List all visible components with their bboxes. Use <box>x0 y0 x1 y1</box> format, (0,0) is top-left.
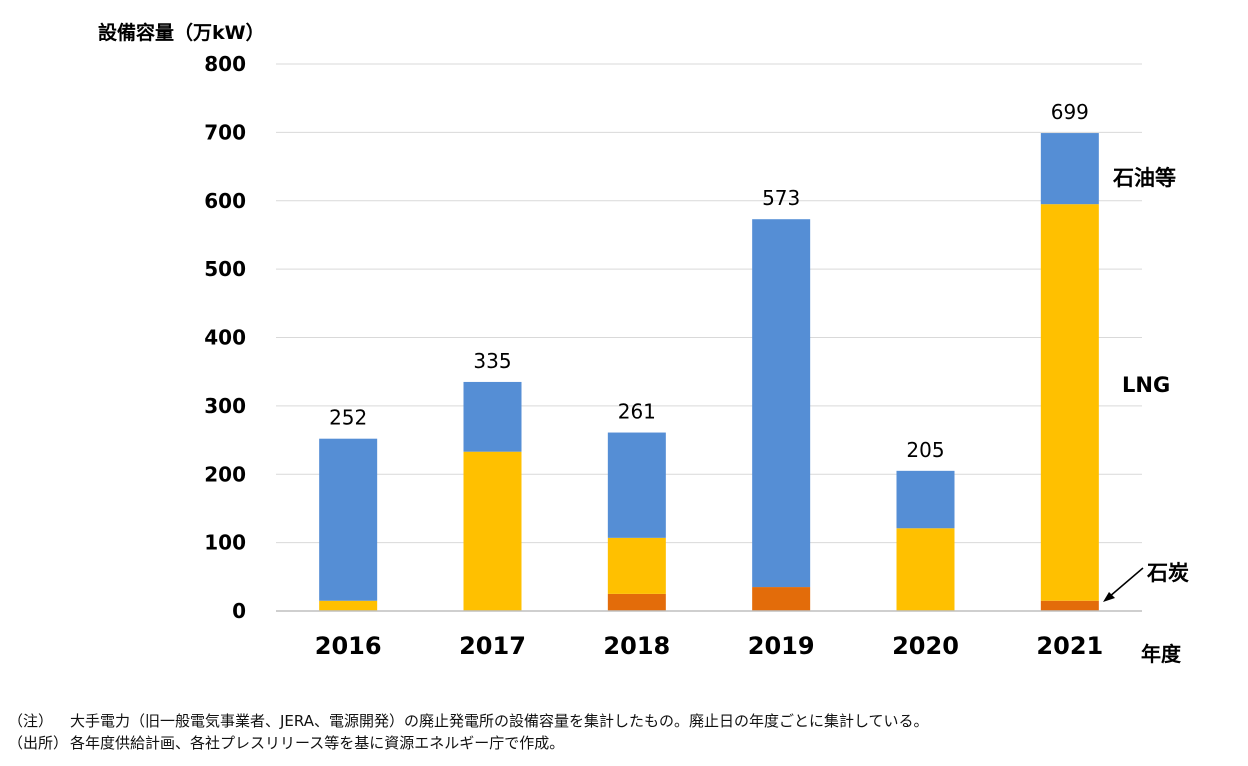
bars <box>319 133 1099 611</box>
bar-segment-oil-2017 <box>463 381 522 452</box>
y-tick-label: 200 <box>204 462 246 486</box>
x-tick-label-2021: 2021 <box>1036 632 1103 660</box>
bar-segment-lng-2017 <box>463 451 522 611</box>
bar-segment-oil-2019 <box>752 219 811 588</box>
total-label-2019: 573 <box>762 186 800 210</box>
y-axis-ticks: 0 100 200 300 400 500 600 700 800 <box>204 52 246 623</box>
bar-segment-oil-2021 <box>1040 133 1099 205</box>
legend-label-lng: LNG <box>1122 373 1170 397</box>
total-label-2021: 699 <box>1051 100 1089 124</box>
x-tick-label-2018: 2018 <box>603 632 670 660</box>
total-label-2018: 261 <box>618 400 656 424</box>
note-line: （注） 大手電力（旧一般電気事業者、JERA、電源開発）の廃止発電所の設備容量を集… <box>8 710 929 731</box>
bar-segment-oil-2020 <box>896 470 955 529</box>
bar-segment-oil-2016 <box>319 438 378 601</box>
legend-label-coal: 石炭 <box>1146 561 1189 585</box>
bar-segment-oil-2018 <box>607 432 666 538</box>
bar-segment-lng-2018 <box>607 537 666 594</box>
gridlines <box>276 63 1142 544</box>
note-label: （注） <box>8 712 54 730</box>
bar-segment-lng-2016 <box>319 600 378 611</box>
x-tick-label-2016: 2016 <box>315 632 382 660</box>
source-text: 各年度供給計画、各社プレスリリース等を基に資源エネルギー庁で作成。 <box>70 734 565 752</box>
total-label-2016: 252 <box>329 406 367 430</box>
total-label-2017: 335 <box>473 349 511 373</box>
legend-label-oil: 石油等 <box>1112 166 1176 190</box>
bar-segment-coal-2021 <box>1040 600 1099 611</box>
bar-segment-coal-2018 <box>607 593 666 611</box>
y-tick-label: 100 <box>204 531 246 555</box>
y-tick-label: 300 <box>204 394 246 418</box>
x-axis-ticks: 2016 2017 2018 2019 2020 2021 <box>315 632 1103 660</box>
bar-segment-lng-2020 <box>896 528 955 611</box>
y-tick-label: 500 <box>204 257 246 281</box>
note-text: 大手電力（旧一般電気事業者、JERA、電源開発）の廃止発電所の設備容量を集計した… <box>70 712 929 730</box>
source-label: （出所） <box>8 734 69 752</box>
y-tick-label: 600 <box>204 189 246 213</box>
x-axis-title: 年度 <box>1141 642 1182 666</box>
bar-segment-coal-2019 <box>752 587 811 611</box>
x-tick-label-2017: 2017 <box>459 632 526 660</box>
x-tick-label-2019: 2019 <box>748 632 815 660</box>
y-axis-title: 設備容量（万kW） <box>98 21 265 44</box>
total-labels: 252 335 261 573 205 699 <box>329 100 1089 462</box>
source-line: （出所） 各年度供給計画、各社プレスリリース等を基に資源エネルギー庁で作成。 <box>8 732 564 753</box>
y-tick-label: 0 <box>232 599 246 623</box>
coal-pointer-arrow <box>1103 567 1144 602</box>
x-tick-label-2020: 2020 <box>892 632 959 660</box>
total-label-2020: 205 <box>906 438 944 462</box>
y-tick-label: 700 <box>204 120 246 144</box>
y-tick-label: 400 <box>204 326 246 350</box>
stacked-bar-chart: 0 100 200 300 400 500 600 700 800 252 335 261 573 20… <box>98 21 1189 666</box>
y-tick-label: 800 <box>204 52 246 76</box>
bar-segment-lng-2021 <box>1040 204 1099 601</box>
